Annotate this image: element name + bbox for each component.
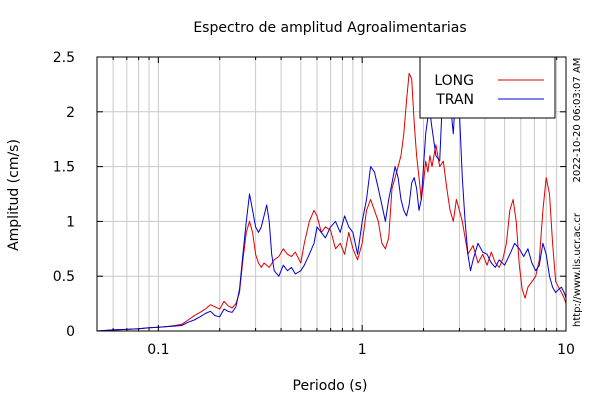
y-tick-label: 1 xyxy=(66,214,75,230)
timestamp-label: 2022-10-20 06:03:07 AM xyxy=(572,58,583,183)
axis-ticks: 0.1 1 10 0 0.5 1 1.5 2 2.5 xyxy=(53,50,575,358)
y-tick-label: 2.5 xyxy=(53,50,75,66)
y-tick-label: 1.5 xyxy=(53,160,75,176)
series-line-tran xyxy=(96,62,567,332)
legend: LONG TRAN xyxy=(419,56,556,119)
chart-title: Espectro de amplitud Agroalimentarias xyxy=(193,20,466,36)
series-layer xyxy=(96,62,567,332)
x-tick-label: 0.1 xyxy=(147,342,169,358)
x-axis-label: Periodo (s) xyxy=(293,378,368,394)
legend-label-long: LONG xyxy=(434,73,474,89)
y-tick-label: 0.5 xyxy=(53,269,75,285)
y-tick-label: 0 xyxy=(66,324,75,340)
legend-box xyxy=(419,56,556,119)
legend-label-tran: TRAN xyxy=(435,92,474,108)
x-tick-label: 10 xyxy=(557,342,575,358)
y-axis-label: Amplitud (cm/s) xyxy=(6,139,22,251)
x-tick-label: 1 xyxy=(358,342,367,358)
series-line-long xyxy=(96,72,567,332)
y-tick-label: 2 xyxy=(66,105,75,121)
source-url-label: http://www.lis.ucr.ac.cr xyxy=(572,212,583,327)
plot-frame xyxy=(96,56,567,332)
